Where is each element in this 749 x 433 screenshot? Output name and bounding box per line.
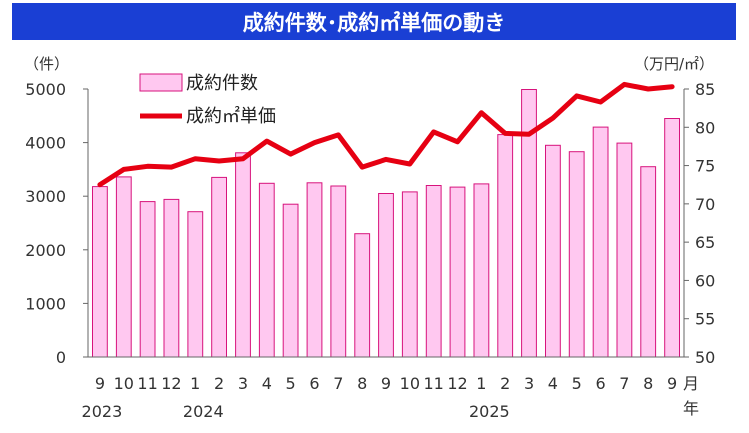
y-right-tick-label: 80: [695, 118, 715, 137]
legend-bar-swatch: [139, 73, 183, 92]
bar-7: [258, 182, 275, 358]
x-tick-label: 12: [161, 374, 181, 393]
x-tick-label: 3: [524, 374, 534, 393]
y-left-tick-label: 5000: [25, 80, 66, 99]
bar-2: [139, 201, 156, 358]
y-left-tick-label: 4000: [25, 134, 66, 153]
bar-15: [449, 186, 466, 358]
x-tick-label: 6: [309, 374, 319, 393]
x-tick-label: 8: [643, 374, 653, 393]
bar-13: [401, 191, 418, 358]
y-right-unit-label: （万円/㎡）: [634, 55, 714, 73]
bar-14: [425, 185, 442, 358]
price-line: [97, 81, 675, 188]
axes: [83, 88, 689, 358]
title-banner: [12, 3, 736, 40]
x-tick-label: 2: [500, 374, 510, 393]
line-series: [97, 81, 675, 188]
x-tick-label: 2: [214, 374, 224, 393]
y-left-tick-label: 1000: [25, 294, 66, 313]
year-label: 2025: [469, 402, 510, 421]
year-label: 2023: [82, 402, 123, 421]
bar-19: [545, 144, 561, 358]
bar-4: [187, 211, 204, 358]
bar-5: [211, 176, 227, 358]
x-tick-label: 9: [667, 374, 677, 393]
x-tick-label: 7: [333, 374, 343, 393]
x-tick-label: 3: [238, 374, 248, 393]
y-left-unit-label: （件）: [24, 55, 69, 73]
x-tick-label: 11: [424, 374, 444, 393]
y-right-tick-label: 55: [695, 310, 715, 329]
bar-20: [568, 151, 585, 358]
bar-1: [115, 176, 132, 358]
bar-11: [354, 233, 371, 358]
x-unit-label: 月: [683, 374, 699, 393]
x-tick-label: 1: [190, 374, 200, 393]
x-tick-label: 10: [400, 374, 420, 393]
bar-24: [664, 118, 681, 358]
chart-title: 成約件数･成約㎡単価の動き: [243, 11, 506, 35]
y-right-tick-label: 85: [695, 80, 715, 99]
x-tick-label: 4: [548, 374, 558, 393]
bar-21: [592, 126, 609, 358]
year-unit-label: 年: [683, 399, 699, 418]
y-left-tick-label: 0: [56, 348, 66, 367]
y-left-tick-label: 2000: [25, 241, 66, 260]
bar-10: [330, 185, 347, 358]
bar-17: [497, 134, 514, 358]
x-tick-label: 4: [262, 374, 272, 393]
y-right-tick-label: 65: [695, 233, 715, 252]
bar-9: [306, 182, 323, 358]
x-tick-label: 5: [286, 374, 296, 393]
x-tick-label: 7: [619, 374, 629, 393]
y-right-tick-label: 75: [695, 157, 715, 176]
bar-16: [473, 183, 490, 358]
x-tick-label: 11: [137, 374, 157, 393]
bar-0: [92, 186, 108, 358]
bar-12: [378, 193, 394, 358]
bar-8: [282, 203, 299, 358]
y-right-tick-label: 70: [695, 195, 715, 214]
x-tick-label: 8: [357, 374, 367, 393]
x-tick-label: 5: [572, 374, 582, 393]
bar-3: [163, 198, 180, 358]
y-left-tick-label: 3000: [25, 187, 66, 206]
year-label: 2024: [183, 402, 224, 421]
x-tick-label: 6: [595, 374, 605, 393]
x-tick-label: 12: [447, 374, 467, 393]
x-tick-label: 10: [114, 374, 134, 393]
y-right-tick-label: 60: [695, 271, 715, 290]
bar-23: [640, 166, 657, 358]
x-tick-label: 1: [476, 374, 486, 393]
bar-6: [235, 152, 251, 358]
y-right-tick-label: 50: [695, 348, 715, 367]
legend-line-label: 成約㎡単価: [186, 105, 276, 127]
x-tick-label: 9: [381, 374, 391, 393]
legend-bar-label: 成約件数: [186, 73, 258, 94]
legend: 成約件数 成約㎡単価: [139, 73, 276, 127]
x-tick-label: 9: [95, 374, 105, 393]
bar-series: [92, 89, 681, 358]
bar-22: [616, 142, 633, 358]
